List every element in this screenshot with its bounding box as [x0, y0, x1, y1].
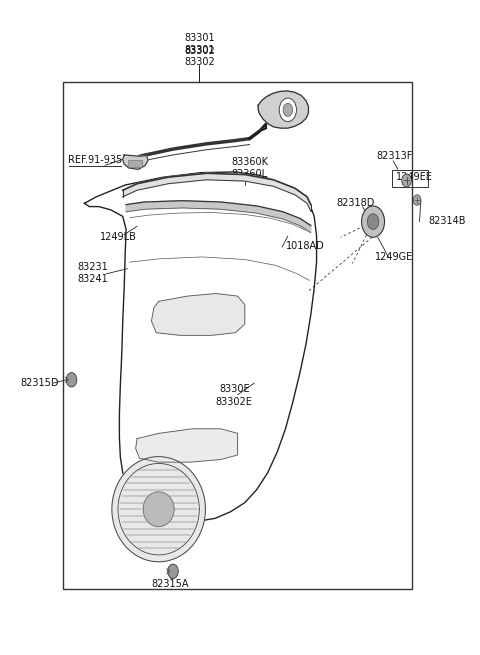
- Polygon shape: [123, 155, 148, 170]
- Text: REF.91-935: REF.91-935: [68, 155, 122, 164]
- Text: 82314B: 82314B: [428, 216, 466, 226]
- Text: 83301
83302: 83301 83302: [184, 33, 215, 56]
- Text: 1249LB: 1249LB: [99, 233, 136, 242]
- Bar: [392, 170, 428, 187]
- Polygon shape: [258, 91, 309, 128]
- Text: 82315D: 82315D: [21, 378, 59, 388]
- Text: 83360K
83360L: 83360K 83360L: [231, 157, 268, 179]
- Circle shape: [361, 206, 384, 237]
- Bar: [63, 83, 412, 589]
- Text: 82318D: 82318D: [336, 198, 375, 208]
- Polygon shape: [152, 293, 245, 335]
- Text: 82315A: 82315A: [152, 580, 189, 590]
- Text: 1249EE: 1249EE: [396, 172, 432, 182]
- Text: 83301
83302: 83301 83302: [184, 45, 215, 67]
- Text: 1249GE: 1249GE: [375, 252, 413, 262]
- Circle shape: [413, 195, 421, 205]
- Circle shape: [168, 564, 178, 578]
- Circle shape: [66, 373, 77, 387]
- Bar: [128, 160, 142, 167]
- Text: 1018AD: 1018AD: [287, 242, 325, 252]
- Circle shape: [279, 98, 297, 122]
- Polygon shape: [126, 200, 311, 233]
- Text: 8330E
83302E: 8330E 83302E: [216, 384, 252, 407]
- Polygon shape: [123, 174, 311, 211]
- Text: 82313F: 82313F: [376, 151, 412, 161]
- Polygon shape: [143, 492, 174, 527]
- Circle shape: [367, 214, 379, 229]
- Circle shape: [402, 174, 411, 187]
- Circle shape: [283, 103, 293, 117]
- Polygon shape: [136, 429, 238, 462]
- Polygon shape: [112, 457, 205, 562]
- Text: 83231
83241: 83231 83241: [77, 262, 108, 284]
